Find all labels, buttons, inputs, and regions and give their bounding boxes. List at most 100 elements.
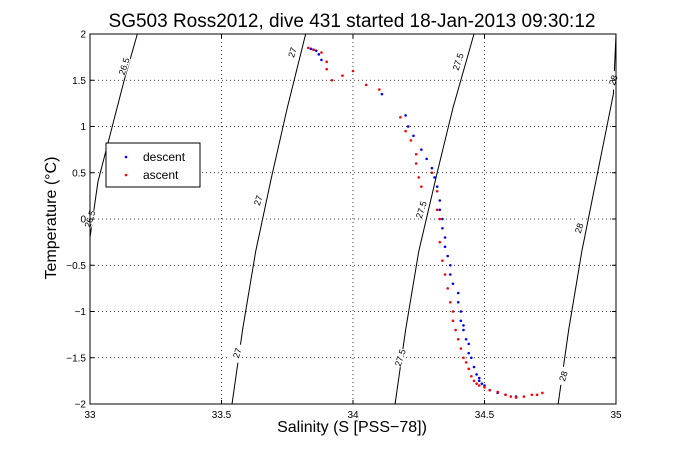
descent-point: [449, 273, 452, 276]
contour-label-background: [284, 42, 300, 63]
contour-label: 28: [557, 370, 570, 383]
contour-label-group: 27: [249, 190, 265, 211]
ascent-point: [320, 51, 323, 54]
ascent-point: [364, 83, 368, 87]
ascent-point: [522, 395, 526, 398]
descent-point: [459, 319, 463, 323]
ascent-point: [417, 176, 421, 179]
ascent-point: [435, 208, 439, 212]
y-tick-label: −1.5: [66, 353, 86, 364]
descent-point: [477, 376, 481, 380]
descent-point: [314, 49, 318, 52]
descent-point: [472, 365, 476, 369]
y-tick-label: −1: [75, 307, 87, 318]
grid-lines: [90, 34, 616, 404]
legend-marker-descent: [124, 155, 128, 159]
ascent-point: [541, 391, 544, 395]
chart-title: SG503 Ross2012, dive 431 started 18-Jan-…: [109, 11, 596, 32]
contour-label-group: 28: [570, 217, 586, 239]
ascent-point: [477, 384, 481, 387]
descent-point: [380, 92, 384, 96]
ascent-point: [475, 382, 478, 385]
contour-label-background: [249, 190, 265, 211]
ascent-point: [414, 162, 418, 165]
x-axis-label: Salinity (S [PSS−78]): [277, 419, 427, 436]
legend-label-descent: descent: [143, 150, 186, 164]
ascent-point: [446, 287, 449, 290]
contour-label-group: 27: [228, 342, 244, 363]
x-tick-label: 34: [347, 410, 359, 421]
descent-point: [438, 199, 442, 202]
descent-point: [435, 185, 439, 188]
descent-point: [406, 125, 410, 128]
ascent-point: [414, 152, 418, 156]
descent-point: [464, 337, 468, 341]
ascent-point: [504, 393, 507, 397]
x-axis-ticks: 33 33.5 34 34.5 35: [84, 34, 622, 421]
ascent-point: [449, 300, 452, 304]
x-tick-label: 33.5: [212, 410, 232, 421]
y-tick-label: 0: [80, 215, 86, 226]
x-tick-label: 33: [84, 410, 96, 421]
contour-label-background: [554, 365, 570, 387]
ascent-point: [351, 69, 355, 73]
ascent-point: [430, 171, 434, 175]
contour-label-background: [412, 199, 428, 220]
ascent-point: [443, 273, 447, 276]
density-contour-line: [231, 33, 307, 405]
ascent-point: [496, 390, 499, 394]
ascent-series: [306, 46, 544, 399]
legend-box: [105, 142, 201, 188]
ascent-point: [514, 396, 518, 399]
y-tick-label: −2: [75, 400, 87, 411]
contour-label-background: [228, 342, 244, 363]
descent-point: [446, 254, 449, 258]
descent-point: [420, 148, 423, 151]
descent-point: [443, 245, 447, 249]
ascent-point: [409, 139, 413, 142]
ascent-point: [530, 393, 534, 397]
contour-label-group: 28: [554, 365, 570, 387]
ascent-point: [435, 189, 439, 193]
descent-point: [451, 282, 455, 286]
ascent-point: [451, 310, 455, 313]
legend-label-ascent: ascent: [143, 168, 179, 182]
x-tick-label: 35: [610, 410, 622, 421]
descent-point: [449, 263, 452, 267]
contour-label: 27: [231, 347, 244, 360]
descent-point: [483, 384, 486, 387]
y-axis-label: Temperature (°C): [43, 157, 60, 280]
ascent-point: [472, 379, 476, 383]
y-tick-label: 1.5: [72, 76, 86, 87]
legend: descent ascent: [105, 142, 201, 188]
ascent-point: [535, 393, 539, 397]
ascent-point: [441, 259, 444, 262]
contour-label-background: [81, 208, 97, 229]
descent-point: [433, 176, 436, 179]
descent-point: [441, 226, 444, 230]
ascent-point: [454, 328, 457, 332]
descent-point: [309, 47, 313, 51]
descent-series: [309, 47, 518, 398]
descent-point: [470, 356, 473, 360]
descent-point: [477, 379, 481, 383]
ascent-point: [404, 129, 407, 133]
y-tick-label: 1: [80, 122, 86, 133]
ascent-point: [509, 395, 513, 398]
descent-point: [443, 236, 447, 239]
ascent-point: [399, 115, 402, 119]
ascent-point: [378, 88, 381, 91]
y-tick-label: 0.5: [72, 168, 86, 179]
ascent-point: [312, 48, 315, 52]
contour-label: 27: [252, 194, 265, 207]
ascent-point: [488, 388, 492, 392]
descent-point: [467, 351, 471, 355]
ascent-point: [459, 347, 463, 350]
descent-point: [462, 328, 465, 332]
descent-point: [412, 134, 415, 138]
x-tick-label: 34.5: [475, 410, 495, 421]
ascent-point: [420, 185, 423, 188]
ascent-point: [464, 361, 468, 364]
